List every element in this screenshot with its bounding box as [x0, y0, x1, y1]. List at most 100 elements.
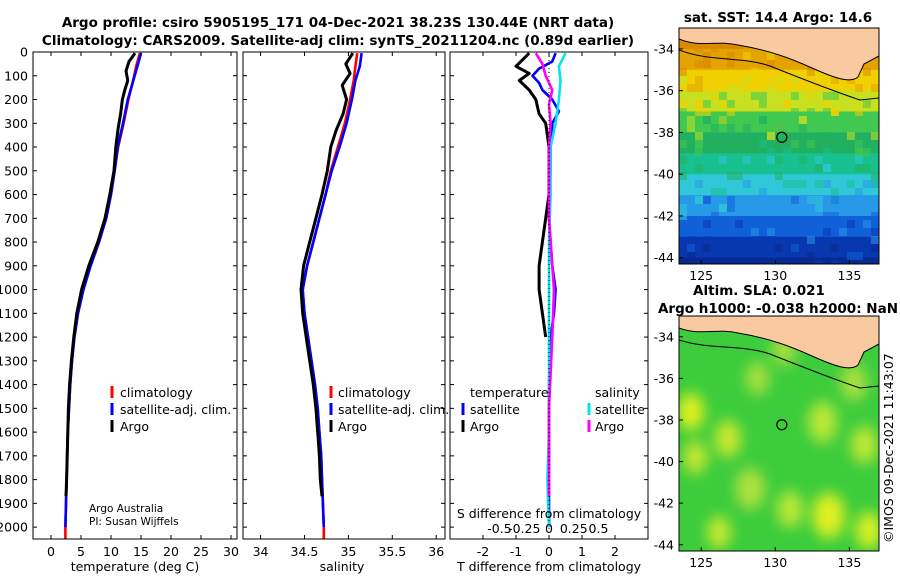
sst-cell [783, 100, 791, 108]
sst-cell [823, 164, 831, 172]
sst-cell [687, 252, 695, 260]
sst-cell [759, 216, 768, 238]
sst-coastline [679, 38, 879, 81]
s-difference-tick-label: -0.25 [508, 521, 540, 536]
sla-yticks: -34 -36 -38 -40 -42 -44 [654, 329, 683, 552]
sst-cell [767, 52, 775, 60]
sst-cell [783, 180, 791, 188]
xtick-label: 34 [253, 544, 269, 559]
sst-cell [799, 216, 808, 238]
sst-cell [807, 236, 816, 259]
sla-map-title: Altim. SLA: 0.021 [693, 283, 825, 299]
xtick-label: -2 [477, 544, 489, 559]
map-xtick-label: 130 [763, 555, 787, 570]
sst-cell [791, 216, 800, 238]
sst-cell [727, 196, 735, 204]
sst-cell [759, 257, 768, 264]
sst-cell [783, 153, 792, 175]
sla-anomaly-blob [812, 492, 845, 539]
ytick-label: 400 [4, 140, 28, 155]
sst-cell [727, 236, 736, 259]
sst-cell [799, 124, 807, 132]
sst-cell [871, 153, 879, 175]
sst-cell [839, 195, 848, 217]
sst-cell [831, 111, 840, 133]
sst-cell [727, 84, 735, 92]
ytick-label: 200 [4, 92, 28, 107]
sst-cell [759, 69, 768, 92]
sst-cell [847, 220, 855, 228]
salinity-legend-satellite-label: satellite-adj. clim. [338, 402, 449, 417]
sst-cell [855, 195, 864, 217]
sla-anomaly-blob [735, 467, 765, 510]
sst-cell [711, 48, 720, 71]
sst-cell [871, 172, 879, 180]
map-ytick-label: -42 [654, 496, 674, 511]
sst-cell [695, 44, 703, 52]
ytick-label: 1200 [0, 330, 28, 345]
sst-cell [695, 111, 704, 133]
sst-cell [695, 100, 703, 108]
sst-cell [807, 216, 816, 238]
legend-temperature-heading: temperature [470, 385, 549, 400]
sst-cell [687, 195, 696, 217]
sst-cell [727, 204, 735, 212]
sst-cell [743, 111, 752, 133]
sst-cell [759, 236, 767, 244]
sst-cell [863, 111, 872, 133]
difference-series-group [514, 52, 567, 539]
sst-cell [823, 111, 832, 133]
sst-argo-marker [776, 131, 788, 143]
sst-cell [855, 140, 863, 148]
sst-cell [767, 132, 776, 154]
sst-cell [679, 204, 687, 212]
sst-cell [719, 132, 728, 154]
salinity-legend-argo-label: Argo [338, 419, 367, 434]
map-ytick-label: -36 [654, 83, 674, 98]
sst-cell [775, 124, 783, 132]
sla-axes-box [678, 315, 880, 552]
sst-cell [847, 195, 856, 217]
sst-cell [791, 108, 799, 116]
sst-cell [751, 153, 760, 175]
sst-cell [863, 68, 871, 76]
sst-cell [735, 132, 744, 154]
sst-cell [727, 132, 735, 140]
sst-cell [687, 84, 695, 92]
sst-cell [751, 48, 760, 71]
sst-cell [759, 188, 767, 196]
sla-argo-marker [776, 419, 788, 431]
sst-cell [815, 90, 824, 113]
sst-cell [679, 68, 687, 76]
sst-cell [727, 100, 735, 108]
sst-cell [735, 90, 744, 113]
sst-cell [743, 216, 752, 238]
sst-cell [855, 236, 864, 259]
sst-cell [815, 216, 824, 238]
sla-anomaly-blob [850, 426, 878, 464]
sst-cell [735, 84, 743, 92]
sst-cell [847, 153, 856, 175]
sst-cell [871, 90, 879, 113]
sst-cell [799, 132, 808, 154]
sst-cell [791, 92, 799, 100]
sst-cell [751, 132, 760, 154]
sst-cell [759, 92, 767, 100]
sst-cell [751, 195, 760, 217]
sst-cell [791, 153, 800, 175]
sst-cell [823, 132, 831, 140]
sst-cell [695, 140, 703, 148]
sst-cell [871, 257, 879, 264]
xtick-label: 20 [163, 544, 179, 559]
sst-cell [831, 108, 839, 116]
sst-cell [679, 76, 687, 84]
sst-cell [727, 111, 736, 133]
difference-panel: -2 -1 0 1 2 -0.5-0.25 0 0.25 0.5 S difference f… [449, 51, 649, 574]
sst-cell [831, 244, 839, 252]
ytick-label: 1900 [0, 496, 28, 511]
sst-cell [679, 111, 688, 133]
ytick-label: 800 [4, 235, 28, 250]
legend-satellite-label: satellite-adj. clim. [120, 402, 231, 417]
sst-cell [703, 60, 711, 68]
sst-cell [751, 216, 760, 238]
